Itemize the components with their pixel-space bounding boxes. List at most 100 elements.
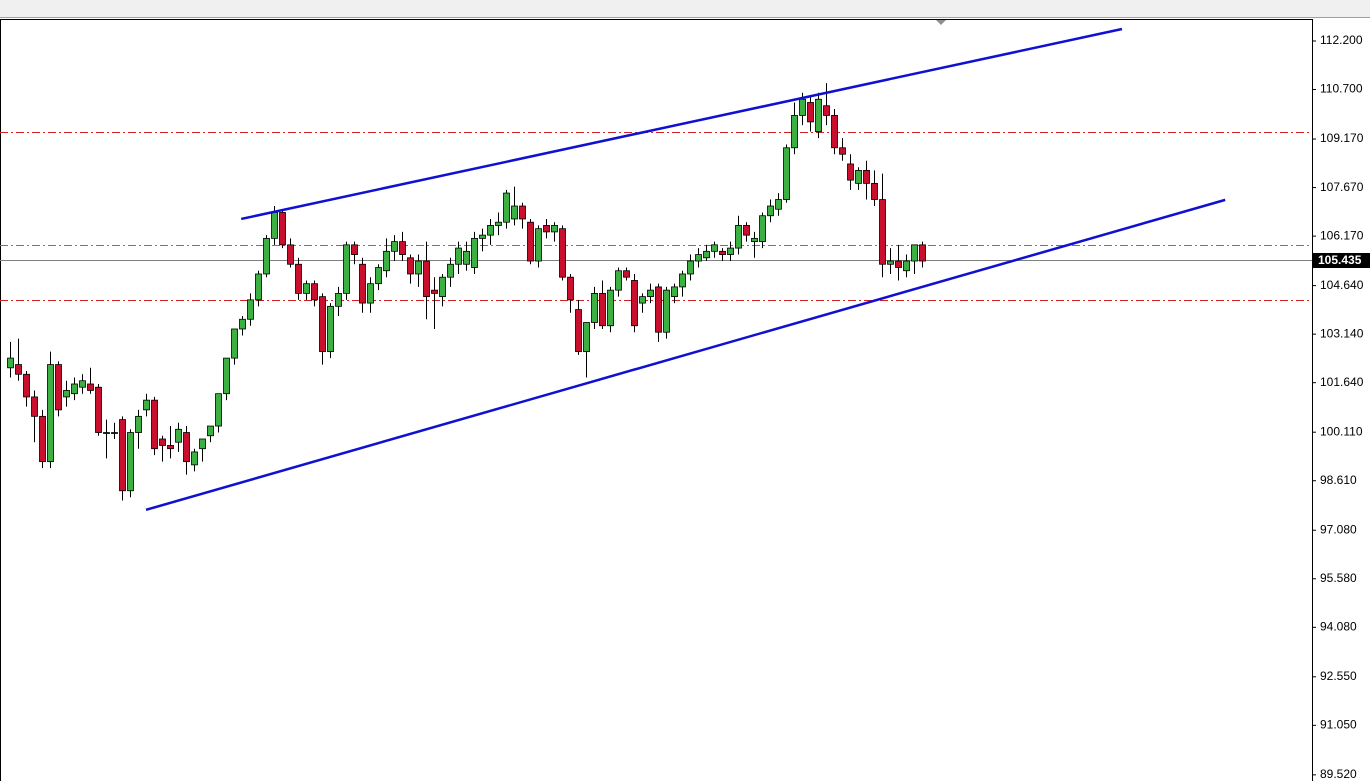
plot-frame	[0, 19, 1313, 781]
y-tick-label: 92.550	[1320, 669, 1357, 683]
candle-body	[575, 309, 582, 353]
candle-body	[871, 182, 878, 200]
candle-body	[791, 115, 798, 149]
candle-body	[727, 247, 734, 255]
candle-body	[135, 415, 142, 433]
current-price-label: 105.435	[1318, 253, 1362, 267]
candle-body	[183, 432, 190, 463]
candle-body	[591, 292, 598, 323]
candle-body	[503, 192, 510, 223]
candle-body	[567, 276, 574, 301]
candle-body	[23, 373, 30, 398]
candle-body	[351, 244, 358, 255]
candle-body	[839, 147, 846, 155]
candle-body	[735, 225, 742, 249]
candle-body	[455, 247, 462, 265]
candle-body	[311, 283, 318, 301]
candle-body	[631, 280, 638, 327]
candle-body	[783, 147, 790, 200]
candle-body	[831, 115, 838, 149]
candle-body	[159, 438, 166, 446]
candle-body	[199, 438, 206, 450]
y-tick-label: 91.050	[1320, 718, 1357, 732]
candle-body	[463, 250, 470, 265]
candle-body	[895, 260, 902, 268]
candles	[7, 83, 926, 501]
candle-body	[167, 445, 174, 450]
candle-body	[543, 225, 550, 233]
candle-body	[487, 225, 494, 236]
trend-line	[145, 198, 1226, 512]
candle-body	[655, 286, 662, 333]
candle-body	[903, 260, 910, 272]
candle-body	[191, 451, 198, 466]
candle-body	[479, 234, 486, 239]
candle-body	[471, 237, 478, 268]
candle-body	[399, 241, 406, 255]
candle-body	[423, 260, 430, 298]
candle-body	[239, 318, 246, 330]
candle-body	[327, 305, 334, 353]
candle-body	[615, 270, 622, 291]
candle-body	[111, 432, 118, 434]
y-tick-label: 107.670	[1320, 180, 1364, 194]
y-tick-label: 97.080	[1320, 522, 1357, 536]
candle-body	[143, 399, 150, 411]
candle-body	[375, 267, 382, 285]
candle-body	[911, 244, 918, 262]
candle-body	[767, 205, 774, 217]
y-tick-label: 100.110	[1320, 424, 1363, 438]
candle-body	[119, 419, 126, 492]
candle-body	[847, 163, 854, 181]
y-tick-label: 112.200	[1320, 33, 1363, 47]
candle-body	[823, 105, 830, 116]
candle-body	[623, 270, 630, 278]
candle-body	[343, 244, 350, 294]
candle-body	[287, 244, 294, 265]
candle-body	[719, 250, 726, 255]
candle-body	[527, 221, 534, 262]
candle-body	[815, 98, 822, 133]
candle-body	[711, 244, 718, 252]
candle-body	[247, 299, 254, 320]
candle-body	[127, 432, 134, 492]
y-tick-label: 104.640	[1320, 278, 1364, 292]
candle-body	[407, 257, 414, 275]
y-tick-label: 101.640	[1320, 375, 1364, 389]
candle-body	[495, 221, 502, 226]
candle-body	[415, 260, 422, 275]
y-tick-label: 89.520	[1320, 767, 1357, 781]
candle-body	[279, 212, 286, 246]
candle-body	[431, 289, 438, 294]
candle-body	[255, 273, 262, 301]
candle-body	[599, 292, 606, 327]
candle-body	[87, 383, 94, 391]
candle-body	[175, 428, 182, 443]
candle-body	[447, 263, 454, 278]
candle-body	[663, 289, 670, 333]
shift-marker	[936, 20, 946, 25]
candle-body	[223, 357, 230, 395]
candle-body	[231, 328, 238, 359]
trend-line	[240, 27, 1123, 221]
candle-body	[367, 283, 374, 304]
candle-body	[695, 254, 702, 262]
candle-body	[519, 205, 526, 220]
candle-body	[215, 393, 222, 427]
candle-body	[743, 225, 750, 236]
candle-body	[607, 289, 614, 327]
candle-body	[799, 98, 806, 116]
candle-body	[703, 250, 710, 259]
candle-body	[511, 205, 518, 220]
candle-body	[295, 263, 302, 294]
candle-body	[887, 260, 894, 265]
candle-body	[63, 390, 70, 398]
candle-body	[55, 364, 62, 411]
candle-body	[31, 396, 38, 417]
candle-body	[759, 215, 766, 243]
candle-body	[383, 250, 390, 272]
candle-body	[7, 357, 14, 369]
candle-body	[919, 244, 926, 262]
